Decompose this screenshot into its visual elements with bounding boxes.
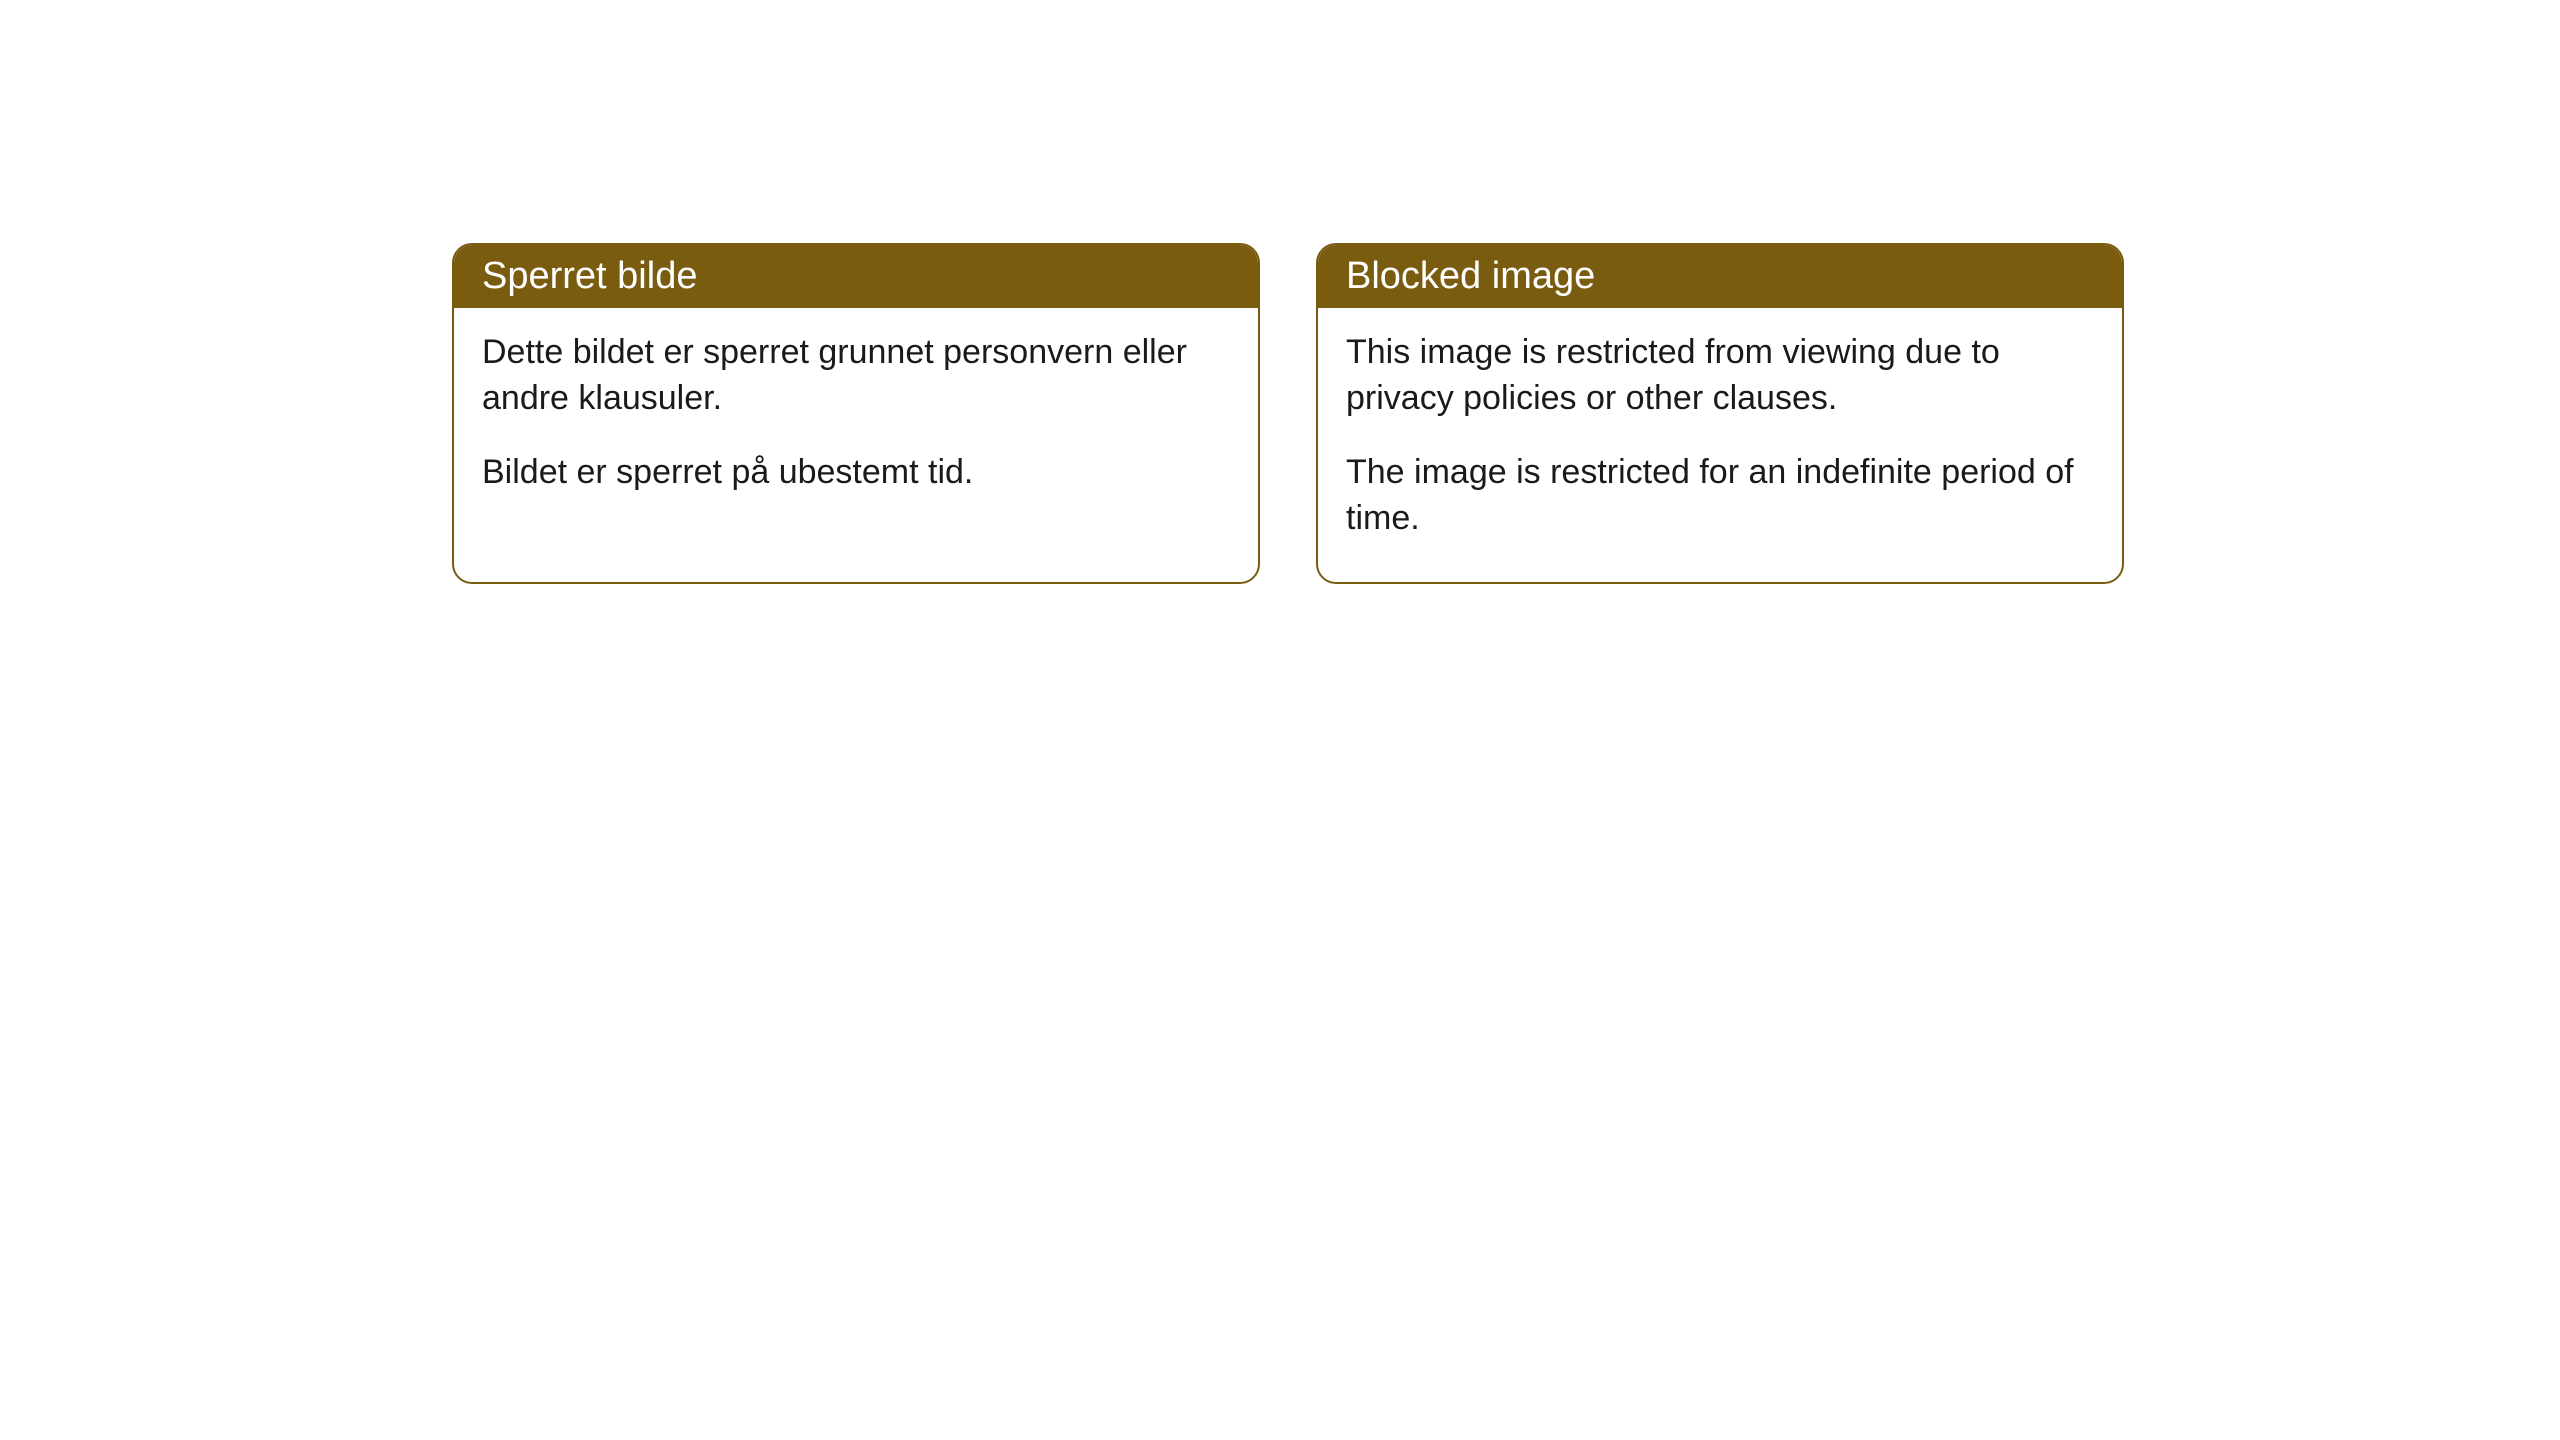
- card-body-norwegian: Dette bildet er sperret grunnet personve…: [454, 308, 1258, 536]
- blocked-image-card-english: Blocked image This image is restricted f…: [1316, 243, 2124, 584]
- card-paragraph-2-norwegian: Bildet er sperret på ubestemt tid.: [482, 450, 1230, 496]
- card-title-norwegian: Sperret bilde: [482, 255, 697, 297]
- card-title-english: Blocked image: [1346, 255, 1595, 297]
- card-paragraph-1-english: This image is restricted from viewing du…: [1346, 330, 2094, 422]
- card-paragraph-2-english: The image is restricted for an indefinit…: [1346, 450, 2094, 542]
- card-header-english: Blocked image: [1318, 245, 2122, 308]
- notice-cards-container: Sperret bilde Dette bildet er sperret gr…: [452, 243, 2124, 584]
- card-header-norwegian: Sperret bilde: [454, 245, 1258, 308]
- blocked-image-card-norwegian: Sperret bilde Dette bildet er sperret gr…: [452, 243, 1260, 584]
- card-paragraph-1-norwegian: Dette bildet er sperret grunnet personve…: [482, 330, 1230, 422]
- card-body-english: This image is restricted from viewing du…: [1318, 308, 2122, 582]
